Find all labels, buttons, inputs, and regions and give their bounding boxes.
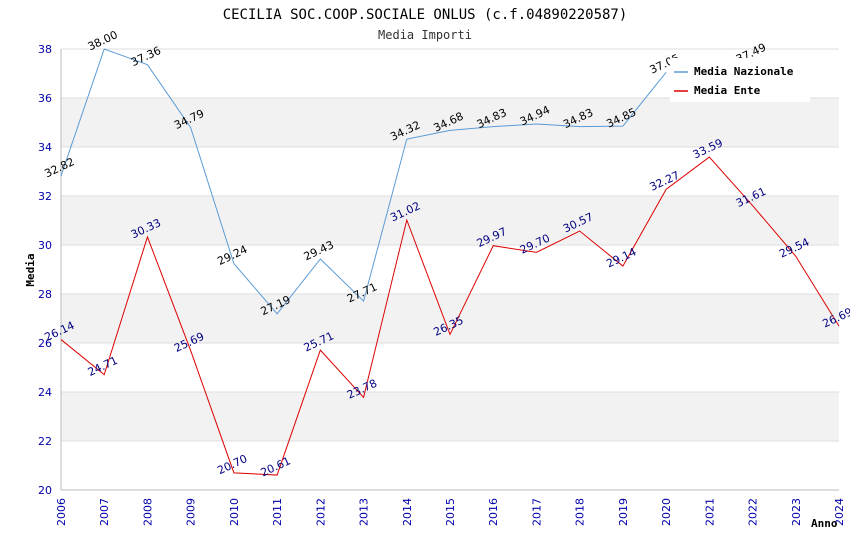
- series-line-ente: [60, 156, 840, 476]
- plot-band: [61, 441, 839, 490]
- plot-band: [61, 392, 839, 441]
- x-tick-label: 2018: [574, 498, 587, 526]
- legend-label-ente: Media Ente: [694, 84, 761, 97]
- legend-background: [670, 58, 810, 102]
- x-tick-label: 2012: [314, 498, 327, 526]
- plot-band: [61, 245, 839, 294]
- y-tick-labels: 20 22 24 26 28 30 32 34 36 38: [38, 43, 52, 497]
- y-tick-label: 34: [38, 141, 52, 154]
- legend-label-nazionale: Media Nazionale: [694, 65, 794, 78]
- y-tick-label: 22: [38, 435, 52, 448]
- x-tick-label: 2013: [358, 498, 371, 526]
- chart-title: CECILIA SOC.COOP.SOCIALE ONLUS (c.f.0489…: [223, 7, 628, 23]
- y-tick-label: 32: [38, 190, 52, 203]
- plot-band: [61, 147, 839, 196]
- y-tick-label: 24: [38, 386, 52, 399]
- x-tick-label: 2020: [660, 498, 673, 526]
- grid-lines: [61, 48, 839, 491]
- x-tick-label: 2019: [617, 498, 630, 526]
- y-tick-label: 38: [38, 43, 52, 56]
- plot-bands: [61, 49, 839, 490]
- chart-subtitle: Media Importi: [378, 28, 472, 42]
- x-axis-label: Anno: [811, 517, 838, 530]
- x-tick-label: 2023: [790, 498, 803, 526]
- series-line-nazionale: [60, 48, 667, 315]
- y-tick-label: 36: [38, 92, 52, 105]
- x-tick-label: 2011: [271, 498, 284, 526]
- x-tick-label: 2007: [98, 498, 111, 526]
- x-tick-label: 2015: [444, 498, 457, 526]
- y-tick-label: 30: [38, 239, 52, 252]
- y-tick-label: 26: [38, 337, 52, 350]
- x-tick-label: 2014: [401, 498, 414, 526]
- x-tick-label: 2022: [747, 498, 760, 526]
- x-tick-labels: 2006 2007 2008 2009 2010 2011 2012 2013 2014 2015…: [55, 498, 846, 526]
- x-tick-label: 2008: [141, 498, 154, 526]
- plot-band: [61, 98, 839, 147]
- x-tick-label: 2010: [228, 498, 241, 526]
- x-tick-label: 2016: [487, 498, 500, 526]
- series-lines: [60, 48, 840, 476]
- axes: [60, 49, 839, 491]
- plot-band: [61, 196, 839, 245]
- x-tick-label: 2024: [833, 498, 846, 526]
- x-tick-label: 2017: [530, 498, 543, 526]
- x-tick-label: 2009: [185, 498, 198, 526]
- y-axis-label: Media: [24, 253, 37, 286]
- x-tick-label: 2006: [55, 498, 68, 526]
- y-tick-label: 28: [38, 288, 52, 301]
- x-tick-label: 2021: [703, 498, 716, 526]
- legend: Media Nazionale Media Ente: [670, 58, 810, 102]
- y-tick-label: 20: [38, 484, 52, 497]
